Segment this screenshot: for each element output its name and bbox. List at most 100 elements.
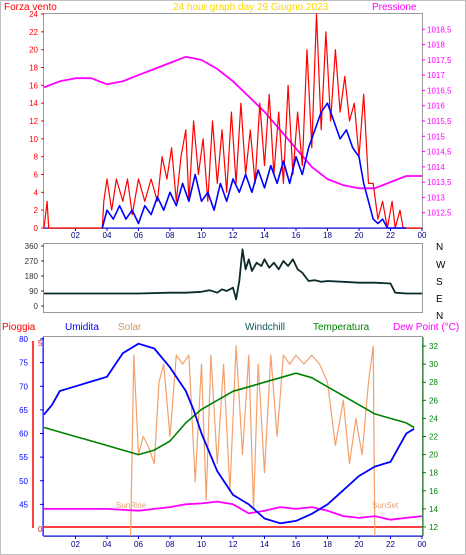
wind-ytick-label: 24 <box>29 10 38 19</box>
temp-xtick-label: 10 <box>197 540 206 549</box>
temp-xtick-label: 00 <box>418 540 427 549</box>
pressure-ytick-label: 1014 <box>427 163 445 172</box>
temp-xtick-label: 14 <box>260 540 269 549</box>
wind-xtick-label: 18 <box>323 231 332 240</box>
compass-e: E <box>436 294 443 305</box>
solar-title: Solar <box>118 322 142 333</box>
temperature-ytick-label: 14 <box>429 505 438 514</box>
temp-xtick-label: 04 <box>103 540 112 549</box>
direction-ytick-label: 0 <box>34 302 39 311</box>
wind-xtick-label: 12 <box>229 231 238 240</box>
humidity-ytick-label: 75 <box>19 359 28 368</box>
pressure-ytick-label: 1015,5 <box>427 117 452 126</box>
rain-tick-label: 5 <box>38 339 43 348</box>
humidity-ytick-label: 70 <box>19 382 28 391</box>
wind-xtick-label: 00 <box>418 231 427 240</box>
direction-ytick-label: 90 <box>29 287 38 296</box>
rain-title: Pioggia <box>2 322 36 333</box>
compass-n-top: N <box>436 242 443 253</box>
axis-ticks: 0246810121416182022241012,510131013,5101… <box>19 10 452 549</box>
temperature-ytick-label: 32 <box>429 342 438 351</box>
rain-tick-label: 0 <box>38 525 43 534</box>
temperature-title: Temperatura <box>313 322 370 333</box>
temp-xtick-label: 06 <box>134 540 143 549</box>
pressure-ytick-label: 1013 <box>427 193 445 202</box>
pressure-ytick-label: 1013,5 <box>427 178 452 187</box>
compass-w: W <box>436 260 446 271</box>
pressure-ytick-label: 1014,5 <box>427 148 452 157</box>
temperature-ytick-label: 16 <box>429 487 438 496</box>
wind-average-line <box>101 102 407 229</box>
graph-title: 24 hour graph day 29 Giugno 2023 <box>173 2 329 13</box>
temperature-ytick-label: 24 <box>429 414 438 423</box>
wind-xtick-label: 08 <box>166 231 175 240</box>
wind-speed-title: Forza vento <box>4 2 57 13</box>
pressure-ytick-label: 1017 <box>427 71 445 80</box>
temp-xtick-label: 12 <box>229 540 238 549</box>
wind-xtick-label: 02 <box>71 231 80 240</box>
humidity-ytick-label: 65 <box>19 406 28 415</box>
wind-ytick-label: 0 <box>34 224 39 233</box>
wind-ytick-label: 4 <box>34 188 39 197</box>
wind-xtick-label: 06 <box>134 231 143 240</box>
humidity-ytick-label: 50 <box>19 477 28 486</box>
humidity-ytick-label: 55 <box>19 453 28 462</box>
wind-xtick-label: 04 <box>103 231 112 240</box>
temperature-ytick-label: 26 <box>429 396 438 405</box>
compass-s: S <box>436 277 443 288</box>
temperature-ytick-label: 30 <box>429 360 438 369</box>
wind-ytick-label: 14 <box>29 99 38 108</box>
wind-ytick-label: 12 <box>29 117 38 126</box>
pressure-ytick-label: 1015 <box>427 132 445 141</box>
temp-xtick-label: 08 <box>166 540 175 549</box>
wind-ytick-label: 6 <box>34 171 39 180</box>
humidity-line <box>43 342 415 525</box>
pressure-ytick-label: 1018 <box>427 41 445 50</box>
sunset-label: SunSet <box>372 501 399 510</box>
temperature-line <box>43 372 415 456</box>
direction-ytick-label: 270 <box>25 257 39 266</box>
wind-ytick-label: 16 <box>29 81 38 90</box>
wind-ytick-label: 22 <box>29 28 38 37</box>
wind-ytick-label: 18 <box>29 64 38 73</box>
wind-ytick-label: 8 <box>34 153 39 162</box>
humidity-ytick-label: 45 <box>19 500 28 509</box>
wind-xtick-label: 10 <box>197 231 206 240</box>
data-series <box>43 13 423 537</box>
dewpoint-title: Dew Point (°C) <box>393 322 459 333</box>
humidity-ytick-label: 60 <box>19 430 28 439</box>
wind-ytick-label: 10 <box>29 135 38 144</box>
temp-xtick-label: 18 <box>323 540 332 549</box>
humidity-title: Umidita <box>65 322 99 333</box>
wind-ytick-label: 2 <box>34 206 39 215</box>
wind-xtick-label: 20 <box>355 231 364 240</box>
wind-ytick-label: 20 <box>29 46 38 55</box>
wind-xtick-label: 14 <box>260 231 269 240</box>
temperature-ytick-label: 28 <box>429 378 438 387</box>
pressure-ytick-label: 1016 <box>427 102 445 111</box>
pressure-ytick-label: 1017,5 <box>427 56 452 65</box>
temp-xtick-label: 20 <box>355 540 364 549</box>
temp-xtick-label: 02 <box>71 540 80 549</box>
temperature-ytick-label: 18 <box>429 469 438 478</box>
direction-panel-frame <box>43 243 423 313</box>
wind-direction-line <box>44 248 422 301</box>
temp-xtick-label: 16 <box>292 540 301 549</box>
solar-line <box>130 345 376 537</box>
pressure-ytick-label: 1012,5 <box>427 209 452 218</box>
pressure-title: Pressione <box>372 2 417 13</box>
wind-xtick-label: 16 <box>292 231 301 240</box>
direction-ytick-label: 180 <box>25 272 39 281</box>
temperature-ytick-label: 20 <box>429 451 438 460</box>
humidity-ytick-label: 80 <box>19 335 28 344</box>
temp-xtick-label: 22 <box>386 540 395 549</box>
pressure-line <box>43 55 422 190</box>
wind-xtick-label: 22 <box>386 231 395 240</box>
compass-n-bottom: N <box>436 311 443 322</box>
temperature-ytick-label: 12 <box>429 523 438 532</box>
temperature-ytick-label: 22 <box>429 433 438 442</box>
windchill-title: Windchill <box>245 322 285 333</box>
pressure-ytick-label: 1016,5 <box>427 86 452 95</box>
